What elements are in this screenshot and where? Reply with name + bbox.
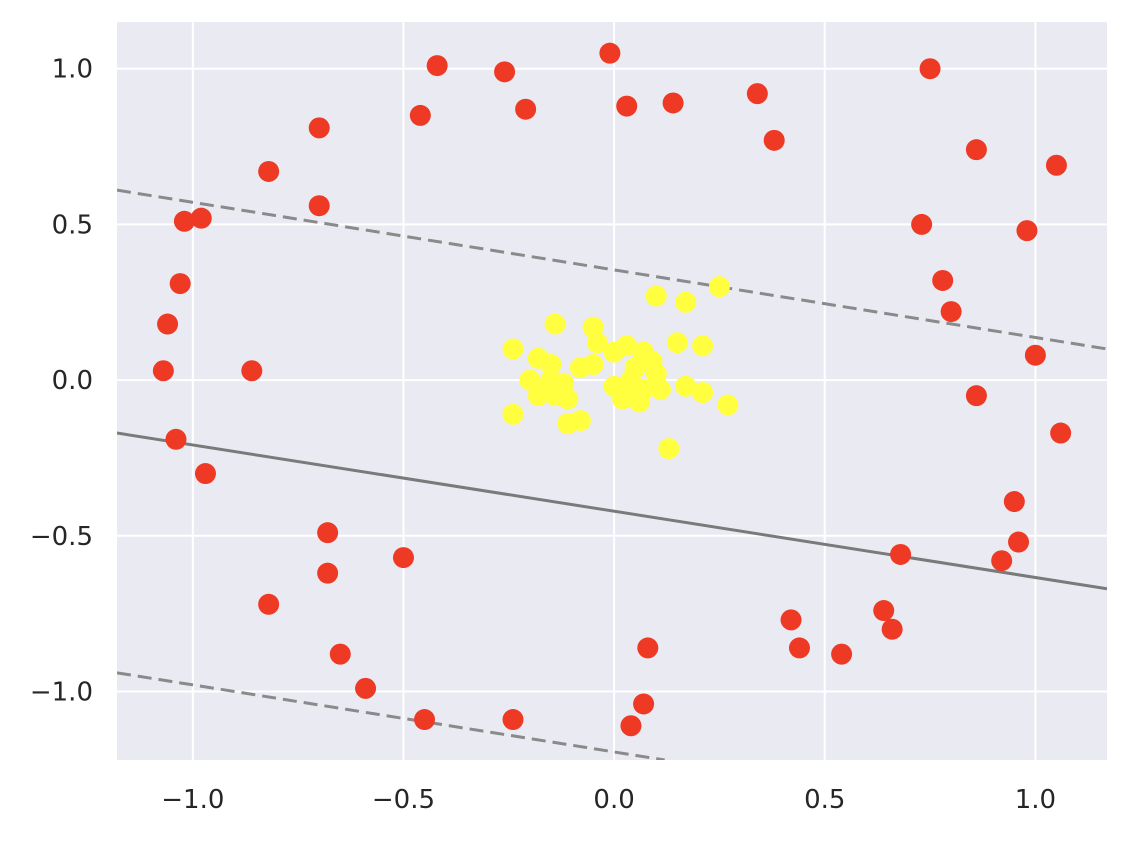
y-axis-ticks: 1.0 0.5 0.0 −0.5 −1.0: [30, 55, 93, 708]
inner-class-point: [675, 375, 697, 397]
outer-class-point: [637, 637, 659, 659]
outer-class-point: [1016, 220, 1038, 242]
outer-class-point: [831, 643, 853, 665]
y-tick-label: 1.0: [52, 55, 93, 85]
outer-class-point: [662, 92, 684, 114]
outer-class-point: [414, 709, 436, 731]
inner-class-point: [675, 291, 697, 313]
outer-class-point: [873, 600, 895, 622]
data-points: [152, 42, 1072, 737]
y-tick-label: 0.5: [52, 210, 93, 240]
outer-class-point: [932, 269, 954, 291]
outer-class-point: [1003, 491, 1025, 513]
outer-class-point: [911, 213, 933, 235]
outer-class-point: [409, 104, 431, 126]
outer-class-point: [881, 618, 903, 640]
outer-class-point: [788, 637, 810, 659]
outer-class-point: [620, 715, 642, 737]
outer-class-point: [169, 273, 191, 295]
outer-class-point: [194, 463, 216, 485]
x-axis-ticks: −1.0 −0.5 0.0 0.5 1.0: [161, 785, 1056, 815]
inner-class-point: [527, 385, 549, 407]
outer-class-point: [890, 543, 912, 565]
outer-class-point: [157, 313, 179, 335]
outer-class-point: [392, 547, 414, 569]
y-tick-label: −1.0: [30, 677, 93, 707]
inner-class-point: [603, 341, 625, 363]
outer-class-point: [258, 593, 280, 615]
inner-class-point: [692, 382, 714, 404]
decision-lines: [117, 188, 1107, 760]
inner-class-point: [557, 413, 579, 435]
outer-class-point: [1050, 422, 1072, 444]
inner-class-point: [502, 403, 524, 425]
outer-class-point: [919, 58, 941, 80]
inner-class-point: [628, 391, 650, 413]
outer-class-point: [317, 562, 339, 584]
outer-class-point: [308, 195, 330, 217]
inner-class-point: [666, 332, 688, 354]
inner-class-point: [540, 354, 562, 376]
inner-class-point: [557, 388, 579, 410]
outer-class-point: [308, 117, 330, 139]
outer-class-point: [502, 709, 524, 731]
outer-class-point: [991, 550, 1013, 572]
outer-class-point: [1045, 154, 1067, 176]
inner-class-point: [586, 332, 608, 354]
inner-class-point: [645, 285, 667, 307]
margin-line: [117, 671, 665, 760]
inner-class-point: [717, 394, 739, 416]
inner-class-point: [649, 378, 671, 400]
outer-class-point: [494, 61, 516, 83]
outer-class-point: [616, 95, 638, 117]
inner-class-point: [612, 388, 634, 410]
x-tick-label: 1.0: [1015, 785, 1056, 815]
outer-class-point: [940, 301, 962, 323]
outer-class-point: [780, 609, 802, 631]
outer-class-point: [633, 693, 655, 715]
inner-class-point: [658, 438, 680, 460]
outer-class-point: [515, 98, 537, 120]
outer-class-point: [746, 83, 768, 105]
outer-class-point: [165, 428, 187, 450]
outer-class-point: [241, 360, 263, 382]
x-tick-label: −1.0: [161, 785, 224, 815]
inner-class-point: [544, 313, 566, 335]
outer-class-point: [1008, 531, 1030, 553]
outer-class-point: [1024, 344, 1046, 366]
y-tick-label: 0.0: [52, 366, 93, 396]
outer-class-point: [329, 643, 351, 665]
outer-class-point: [190, 207, 212, 229]
outer-class-point: [599, 42, 621, 64]
x-tick-label: 0.5: [804, 785, 845, 815]
outer-class-point: [317, 522, 339, 544]
outer-class-point: [173, 210, 195, 232]
outer-class-point: [426, 55, 448, 77]
inner-class-point: [692, 335, 714, 357]
outer-class-point: [965, 139, 987, 161]
outer-class-point: [152, 360, 174, 382]
inner-class-point: [582, 354, 604, 376]
x-tick-label: 0.0: [593, 785, 634, 815]
x-tick-label: −0.5: [372, 785, 435, 815]
y-tick-label: −0.5: [30, 522, 93, 552]
decision-boundary-line: [117, 431, 1107, 591]
inner-class-point: [502, 338, 524, 360]
outer-class-point: [763, 129, 785, 151]
outer-class-point: [258, 160, 280, 182]
outer-class-point: [355, 677, 377, 699]
outer-class-point: [965, 385, 987, 407]
inner-class-point: [708, 276, 730, 298]
